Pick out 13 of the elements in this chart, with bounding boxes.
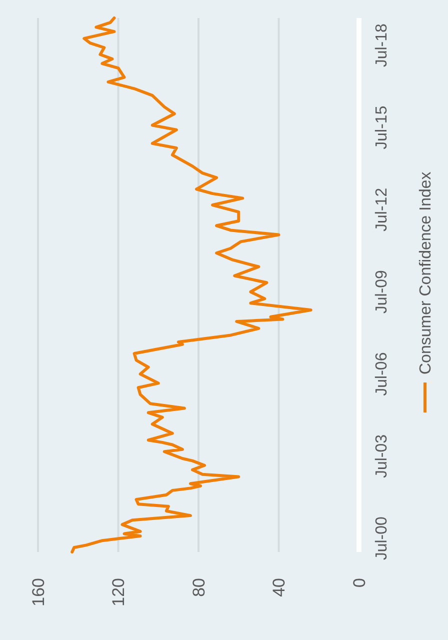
- y-tick-label: Jul-06: [374, 352, 391, 396]
- y-tick-label: Jul-00: [374, 516, 391, 560]
- y-tick-label: Jul-03: [374, 434, 391, 478]
- y-tick-label: Jul-12: [374, 188, 391, 232]
- y-tick-label: Jul-09: [374, 270, 391, 314]
- text: Consumer Confidence Index: [418, 172, 435, 374]
- y-tick-label: Jul-15: [374, 106, 391, 150]
- x-tick-label: 40: [270, 578, 289, 597]
- x-tick-label: 80: [189, 578, 208, 597]
- x-tick-label: 0: [350, 578, 369, 588]
- x-tick-label: 120: [109, 578, 128, 606]
- y-tick-label: Jul-18: [374, 23, 391, 68]
- x-tick-label: 160: [28, 578, 48, 606]
